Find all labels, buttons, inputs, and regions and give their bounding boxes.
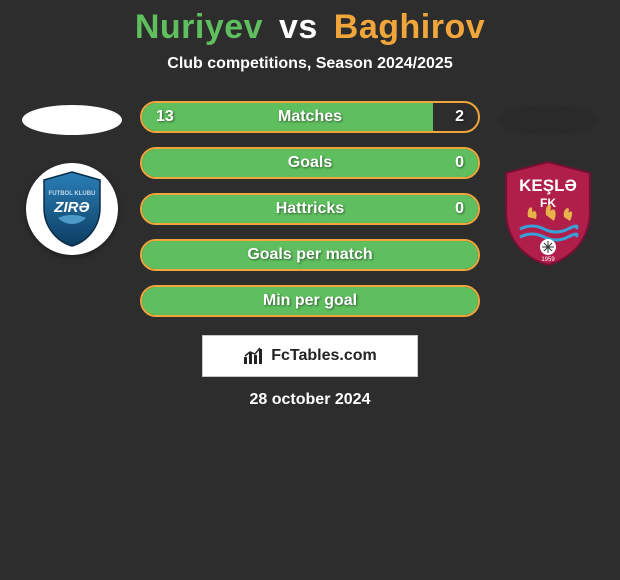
player2-side: KEŞLƏ FK 1959 bbox=[498, 101, 598, 267]
zira-shield-icon: FUTBOL KLUBU ZIRƏ bbox=[38, 170, 106, 248]
bar-chart-icon bbox=[243, 347, 265, 365]
player1-club-logo: FUTBOL KLUBU ZIRƏ bbox=[26, 163, 118, 255]
stat-bars: 13Matches2Goals0Hattricks0Goals per matc… bbox=[140, 101, 480, 317]
svg-text:FUTBOL KLUBU: FUTBOL KLUBU bbox=[49, 191, 96, 197]
stat-label: Goals bbox=[142, 154, 478, 172]
brand-text: FcTables.com bbox=[271, 347, 377, 365]
stat-right-value: 0 bbox=[455, 154, 464, 172]
player1-side: FUTBOL KLUBU ZIRƏ bbox=[22, 101, 122, 255]
vs-label: vs bbox=[279, 8, 318, 46]
stat-bar: Goals0 bbox=[140, 147, 480, 179]
stat-label: Min per goal bbox=[142, 292, 478, 310]
player2-oval bbox=[498, 105, 598, 135]
stat-right-value: 2 bbox=[455, 108, 464, 126]
comparison-title: Nuriyev vs Baghirov bbox=[135, 8, 485, 47]
svg-text:KEŞLƏ: KEŞLƏ bbox=[519, 176, 577, 195]
svg-text:1959: 1959 bbox=[541, 257, 555, 263]
player1-name: Nuriyev bbox=[135, 8, 263, 46]
stat-bar: Hattricks0 bbox=[140, 193, 480, 225]
stat-bar: 13Matches2 bbox=[140, 101, 480, 133]
player2-club-logo: KEŞLƏ FK 1959 bbox=[498, 159, 598, 267]
date-line: 28 october 2024 bbox=[250, 391, 371, 409]
stat-right-value: 0 bbox=[455, 200, 464, 218]
brand-box: FcTables.com bbox=[202, 335, 418, 377]
subtitle: Club competitions, Season 2024/2025 bbox=[167, 55, 452, 73]
stat-label: Hattricks bbox=[142, 200, 478, 218]
stat-bar: Goals per match bbox=[140, 239, 480, 271]
player1-oval bbox=[22, 105, 122, 135]
stat-label: Goals per match bbox=[142, 246, 478, 264]
stat-label: Matches bbox=[142, 108, 478, 126]
kesla-shield-icon: KEŞLƏ FK 1959 bbox=[498, 159, 598, 267]
player2-name: Baghirov bbox=[334, 8, 485, 46]
svg-text:ZIRƏ: ZIRƏ bbox=[53, 199, 89, 216]
stat-bar: Min per goal bbox=[140, 285, 480, 317]
